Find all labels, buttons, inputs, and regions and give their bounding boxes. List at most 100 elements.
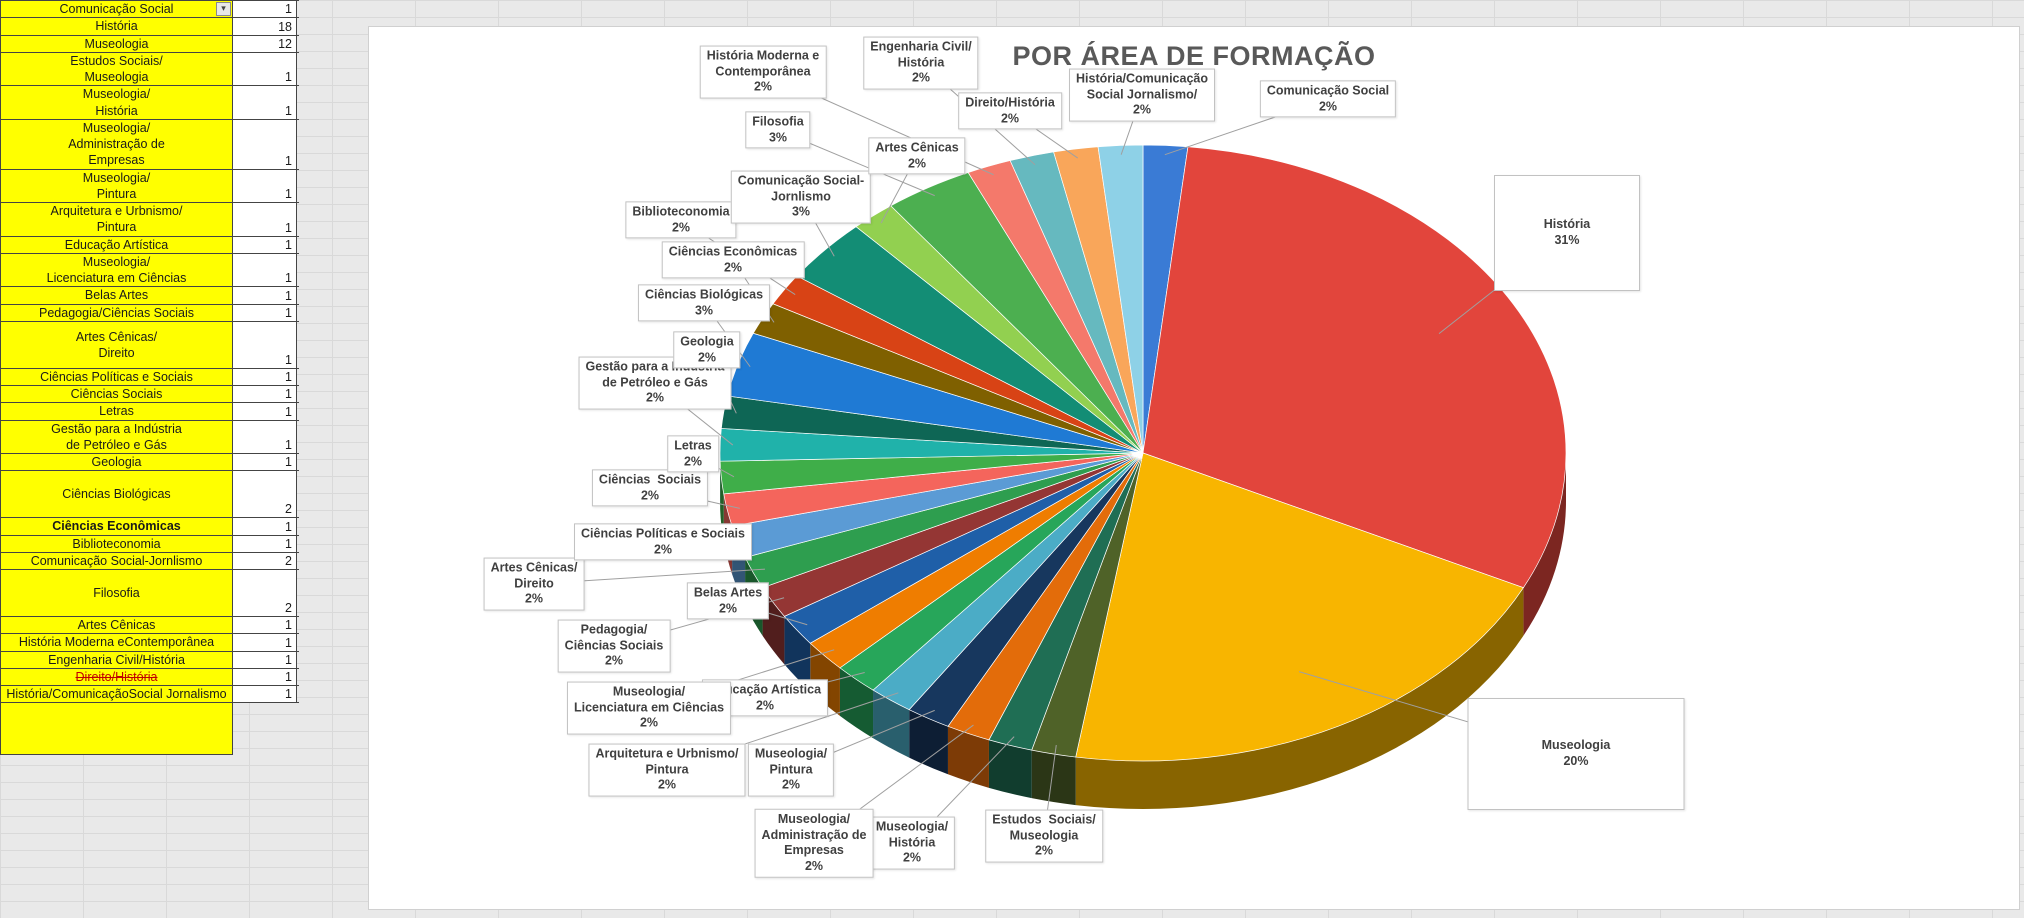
table-row: Geologia 1 (1, 454, 299, 472)
count-cell[interactable]: 1 (233, 253, 297, 287)
count-cell[interactable]: 1 (233, 634, 297, 651)
category-cell[interactable]: Estudos Sociais/ Museologia (1, 52, 233, 86)
count-cell[interactable]: 1 (233, 1, 297, 18)
category-cell[interactable]: Museologia/ Pintura (1, 169, 233, 202)
count-cell[interactable]: 1 (233, 386, 297, 403)
count-cell[interactable]: 1 (233, 236, 297, 253)
category-cell[interactable]: Geologia (1, 454, 233, 471)
category-table: Comunicação Social ▾ 1 História 18 Museologia… (0, 0, 299, 756)
pie-label-percent: 2% (755, 698, 775, 712)
category-cell[interactable]: Artes Cênicas (1, 617, 233, 634)
pie-slice-side-6[interactable] (909, 709, 948, 775)
pie-slice-side-7[interactable] (873, 690, 910, 758)
empty-highlighted-cells[interactable] (1, 703, 233, 756)
category-cell[interactable]: Letras (1, 403, 233, 420)
pie-label: Museologia/ Licenciatura em Ciências 2% (566, 681, 732, 735)
count-cell[interactable]: 2 (233, 552, 297, 569)
count-cell[interactable]: 1 (233, 304, 297, 321)
category-cell[interactable]: Arquitetura e Urbnismo/ Pintura (1, 203, 233, 236)
pie-label-percent: 31% (1554, 233, 1580, 247)
pie-label: Museologia 20% (1467, 698, 1685, 810)
count-cell[interactable]: 2 (233, 570, 297, 616)
count-cell[interactable]: 1 (233, 52, 297, 86)
count-cell[interactable]: 1 (233, 403, 297, 420)
chart-panel[interactable]: POR ÁREA DE FORMAÇÃO Comunicação Social 2… (368, 26, 2020, 910)
count-cell[interactable]: 1 (233, 617, 297, 634)
count-cell[interactable]: 1 (233, 321, 297, 368)
category-cell[interactable]: Filosofia (1, 570, 233, 616)
table-row: Letras 1 (1, 403, 299, 421)
count-cell[interactable]: 1 (233, 668, 297, 685)
pie-label-percent: 2% (683, 454, 703, 468)
count-cell[interactable]: 1 (233, 287, 297, 304)
count-cell[interactable]: 1 (233, 368, 297, 385)
category-cell[interactable]: Biblioteconomia (1, 535, 233, 552)
pie-label: Arquitetura e Urbnismo/ Pintura 2% (588, 743, 746, 797)
pie-label-percent: 2% (604, 653, 624, 668)
pie-label-name: Comunicação Social (1266, 83, 1390, 98)
table-row: Pedagogia/Ciências Sociais 1 (1, 304, 299, 322)
category-cell[interactable]: Comunicação Social ▾ (1, 1, 233, 18)
pie-label-name: Ciências Biológicas (644, 287, 764, 302)
count-cell[interactable]: 1 (233, 454, 297, 471)
pie-slice-1[interactable] (1142, 146, 1567, 589)
pie-slice-27[interactable] (1097, 144, 1144, 454)
count-cell[interactable]: 1 (233, 203, 297, 236)
pie-label-name: Biblioteconomia (632, 204, 730, 219)
table-row: Arquitetura e Urbnismo/ Pintura 1 (1, 203, 299, 237)
table-row: Museologia/ Licenciatura em Ciências 1 (1, 253, 299, 288)
pie-label-percent: 2% (657, 777, 677, 792)
pie-chart (533, 62, 1577, 844)
count-cell[interactable]: 2 (233, 471, 297, 518)
category-cell[interactable]: Ciências Biológicas (1, 471, 233, 518)
pie-slice-side-3[interactable] (1031, 750, 1076, 806)
count-cell[interactable]: 18 (233, 18, 297, 35)
category-cell[interactable]: Museologia (1, 35, 233, 52)
pie-slice-side-2[interactable] (1075, 587, 1524, 809)
category-cell[interactable]: Museologia/ Administração de Empresas (1, 119, 233, 169)
pie-label-percent: 2% (1034, 843, 1054, 858)
count-cell[interactable]: 12 (233, 35, 297, 52)
category-cell[interactable]: Educação Artística (1, 236, 233, 253)
filter-dropdown-button[interactable]: ▾ (216, 2, 231, 16)
pie-label-name: Artes Cênicas/ Direito (490, 560, 578, 591)
pie-label-name: História/Comunicação Social Jornalismo/ (1076, 71, 1208, 102)
count-cell[interactable]: 1 (233, 651, 297, 668)
count-cell[interactable]: 1 (233, 686, 297, 703)
pie-label-name: Belas Artes (693, 585, 763, 600)
count-cell[interactable]: 1 (233, 535, 297, 552)
category-cell[interactable]: Artes Cênicas/ Direito (1, 321, 233, 368)
category-cell[interactable]: Comunicação Social-Jornlismo (1, 552, 233, 569)
pie-slice-side-4[interactable] (988, 739, 1032, 799)
category-cell[interactable]: História Moderna eContemporânea (1, 634, 233, 651)
pie-label-name: Arquitetura e Urbnismo/ Pintura (595, 746, 739, 777)
category-cell[interactable]: Pedagogia/Ciências Sociais (1, 304, 233, 321)
pie-slice-side-10[interactable] (784, 616, 811, 692)
pie-slice-side-8[interactable] (839, 667, 874, 739)
count-cell[interactable]: 1 (233, 86, 297, 119)
count-cell[interactable]: 1 (233, 169, 297, 202)
pie-slice-side-15[interactable] (720, 461, 724, 542)
count-cell[interactable]: 1 (233, 518, 297, 535)
pie-slice-2[interactable] (1075, 452, 1524, 762)
count-cell[interactable]: 1 (233, 420, 297, 453)
category-cell[interactable]: História (1, 18, 233, 35)
category-cell[interactable]: Museologia/ História (1, 86, 233, 119)
pie-label-percent: 20% (1563, 754, 1589, 768)
category-cell[interactable]: Ciências Políticas e Sociais (1, 368, 233, 385)
pie-slice-side-1[interactable] (1523, 453, 1566, 636)
category-cell[interactable]: Museologia/ Licenciatura em Ciências (1, 253, 233, 287)
pie-label-name: Museologia/ Pintura (754, 746, 828, 777)
pie-label-percent: 2% (653, 542, 673, 556)
category-cell[interactable]: Direito/História (1, 668, 233, 685)
category-cell[interactable]: Ciências Econômicas (1, 518, 233, 535)
count-cell[interactable]: 1 (233, 119, 297, 169)
pie-slice-side-5[interactable] (947, 726, 989, 788)
pie-label-percent: 2% (639, 715, 659, 730)
category-cell[interactable]: Gestão para a Indústria de Petróleo e Gá… (1, 420, 233, 453)
category-cell[interactable]: História/ComunicaçãoSocial Jornalismo (1, 686, 233, 703)
category-cell[interactable]: Engenharia Civil/História (1, 651, 233, 668)
category-cell[interactable]: Ciências Sociais (1, 386, 233, 403)
pie-label: Museologia/ Pintura 2% (747, 743, 835, 797)
category-cell[interactable]: Belas Artes (1, 287, 233, 304)
